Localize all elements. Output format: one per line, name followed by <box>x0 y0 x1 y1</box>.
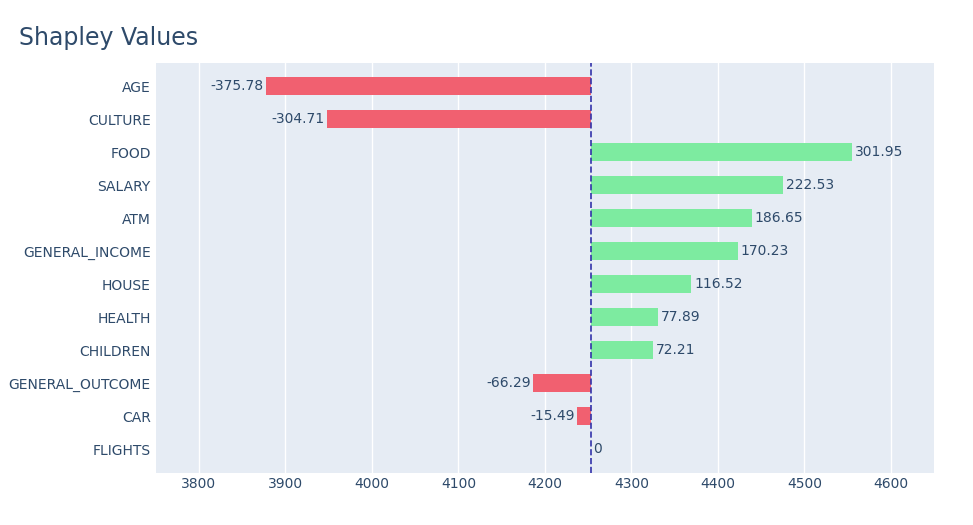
Bar <box>577 407 591 425</box>
Text: 186.65: 186.65 <box>755 211 804 225</box>
Text: 72.21: 72.21 <box>656 343 696 358</box>
Bar <box>591 341 653 360</box>
Text: 0: 0 <box>594 443 602 456</box>
Bar <box>591 242 738 260</box>
Text: -375.78: -375.78 <box>210 79 263 93</box>
Bar <box>591 176 783 194</box>
Text: 116.52: 116.52 <box>694 277 742 291</box>
Text: 301.95: 301.95 <box>854 145 903 159</box>
Text: -66.29: -66.29 <box>486 376 531 390</box>
Bar <box>591 308 658 327</box>
Text: 77.89: 77.89 <box>661 310 701 324</box>
Bar <box>327 110 591 128</box>
Bar <box>591 275 692 293</box>
Text: 170.23: 170.23 <box>740 244 789 258</box>
Text: Shapley Values: Shapley Values <box>19 26 198 50</box>
Bar <box>591 209 752 227</box>
Bar <box>266 77 591 95</box>
Text: -304.71: -304.71 <box>271 112 325 126</box>
Bar <box>591 143 852 161</box>
Bar <box>533 374 591 392</box>
Text: -15.49: -15.49 <box>530 410 575 423</box>
Text: 222.53: 222.53 <box>786 178 834 192</box>
